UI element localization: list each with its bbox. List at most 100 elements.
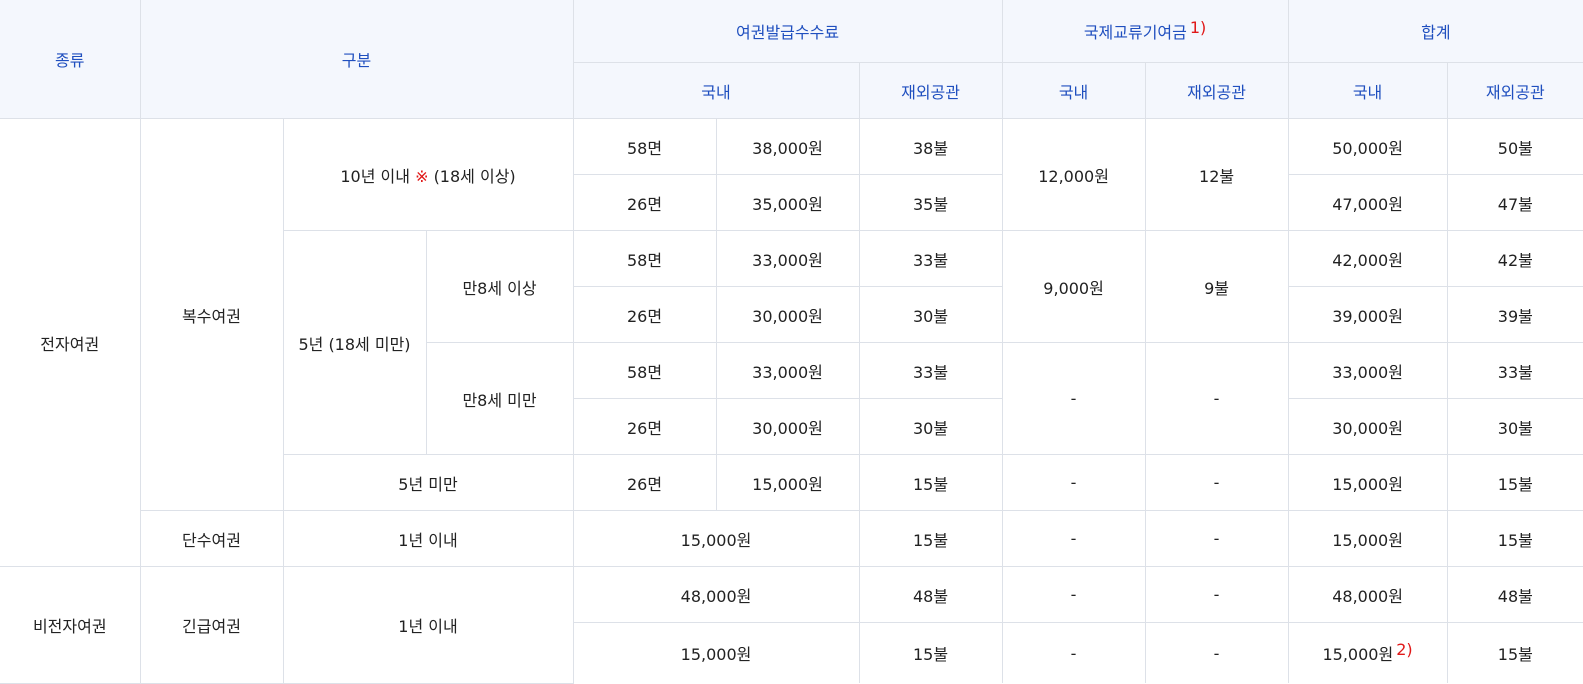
fee-domestic-cell: 15,000원: [572, 510, 860, 567]
fee-domestic-cell: 30,000원: [715, 286, 860, 343]
fee-overseas-cell: 38불: [858, 118, 1003, 175]
table-row: 15,000원 15불 - - 15,000원 2) 15불: [0, 622, 1583, 683]
total-overseas-cell: 42불: [1446, 230, 1583, 287]
validity-five-years: 5년 (18세 미만): [283, 230, 427, 455]
header-intl-fund-label: 국제교류기여금: [1083, 23, 1187, 42]
fee-overseas-cell: 15불: [858, 510, 1003, 567]
header-passport-fee: 여권발급수수료: [572, 0, 1003, 63]
total-overseas-cell: 15불: [1446, 510, 1583, 567]
kind-non-electronic: 비전자여권: [0, 566, 141, 684]
fund-domestic-cell: -: [1001, 510, 1146, 567]
total-domestic-cell: 15,000원: [1287, 454, 1448, 511]
table-row: 비전자여권 긴급여권 1년 이내 48,000원 48불 - - 48,000원…: [0, 566, 1583, 684]
fund-domestic-cell: -: [1001, 622, 1146, 683]
table-row: 5년 미만 26면 15,000원 15불 - - 15,000원 15불: [0, 454, 1583, 511]
header-fund-domestic: 국내: [1001, 62, 1146, 119]
fee-domestic-cell: 15,000원: [573, 622, 860, 683]
header-fee-domestic: 국내: [573, 62, 860, 119]
fee-overseas-cell: 15불: [858, 454, 1003, 511]
total-overseas-cell: 33불: [1446, 342, 1583, 399]
total-domestic-cell: 15,000원 2): [1287, 622, 1448, 683]
fund-domestic-cell: 12,000원: [1001, 118, 1146, 231]
fund-domestic-cell: 9,000원: [1001, 230, 1146, 343]
header-total-domestic: 국내: [1287, 62, 1448, 119]
fund-overseas-cell: -: [1144, 566, 1289, 623]
total-overseas-cell: 50불: [1446, 118, 1583, 175]
fee-domestic-cell: 38,000원: [715, 118, 860, 175]
validity-one-year-emergency: 1년 이내: [282, 566, 574, 684]
pages-cell: 58면: [572, 342, 717, 399]
kind-electronic: 전자여권: [0, 118, 141, 567]
footnote-2-marker: 2): [1396, 640, 1413, 659]
type-emergency: 긴급여권: [139, 566, 284, 684]
total-domestic-cell: 47,000원: [1287, 174, 1448, 231]
total-domestic-cell: 30,000원: [1287, 398, 1448, 455]
validity-ten-years: 10년 이내 ※ (18세 이상): [282, 118, 574, 231]
total-domestic-cell: 50,000원: [1287, 118, 1448, 175]
age-8-over: 만8세 이상: [425, 230, 574, 343]
fee-domestic-cell: 48,000원: [572, 566, 860, 623]
fee-domestic-cell: 33,000원: [715, 342, 860, 399]
age-8-under: 만8세 미만: [426, 342, 574, 455]
header-fund-overseas: 재외공관: [1144, 62, 1289, 119]
total-domestic-cell: 33,000원: [1287, 342, 1448, 399]
total-domestic-cell: 48,000원: [1287, 566, 1448, 623]
pages-cell: 26면: [573, 286, 717, 343]
header-kind: 종류: [0, 0, 141, 119]
fund-domestic-cell: -: [1001, 342, 1146, 455]
fee-overseas-cell: 33불: [858, 230, 1003, 287]
fee-domestic-cell: 15,000원: [715, 454, 860, 511]
fund-overseas-cell: -: [1144, 622, 1289, 683]
header-total: 합계: [1287, 0, 1583, 63]
total-overseas-cell: 15불: [1446, 622, 1583, 683]
fee-overseas-cell: 48불: [858, 566, 1003, 623]
validity-under-five: 5년 미만: [283, 454, 574, 511]
total-overseas-cell: 30불: [1446, 398, 1583, 455]
fee-domestic-cell: 33,000원: [715, 230, 860, 287]
fund-overseas-cell: -: [1144, 454, 1289, 511]
table-row: 26면 30,000원 30불 30,000원 30불: [0, 398, 1583, 455]
fund-overseas-cell: -: [1144, 342, 1289, 455]
total-overseas-cell: 48불: [1446, 566, 1583, 623]
header-total-overseas: 재외공관: [1446, 62, 1583, 119]
fee-overseas-cell: 30불: [858, 398, 1003, 455]
pages-cell: 58면: [572, 118, 717, 175]
fund-domestic-cell: -: [1001, 454, 1146, 511]
fee-overseas-cell: 15불: [858, 622, 1003, 683]
table-row: 단수여권 1년 이내 15,000원 15불 - - 15,000원 15불: [0, 510, 1583, 567]
table-row: 만8세 미만 58면 33,000원 33불 - - 33,000원 33불: [0, 342, 1583, 455]
footnote-1-marker: 1): [1189, 18, 1207, 37]
fund-overseas-cell: 9불: [1144, 230, 1289, 343]
fund-overseas-cell: 12불: [1144, 118, 1289, 231]
table-row: 5년 (18세 미만) 만8세 이상 58면 33,000원 33불 9,000…: [0, 230, 1583, 455]
total-domestic-cell: 42,000원: [1287, 230, 1448, 287]
fee-domestic-cell: 35,000원: [715, 174, 860, 231]
header-fee-overseas: 재외공관: [858, 62, 1003, 119]
pages-cell: 58면: [572, 230, 717, 287]
total-domestic-value: 15,000원: [1322, 645, 1394, 664]
type-single: 단수여권: [140, 510, 284, 567]
total-overseas-cell: 47불: [1446, 174, 1583, 231]
validity-one-year: 1년 이내: [282, 510, 574, 567]
reference-mark-icon: ※: [415, 166, 429, 186]
fee-overseas-cell: 33불: [858, 342, 1003, 399]
header-category: 구분: [139, 0, 574, 119]
fee-overseas-cell: 35불: [858, 174, 1003, 231]
fund-overseas-cell: -: [1144, 510, 1289, 567]
pages-cell: 26면: [573, 174, 717, 231]
fee-domestic-cell: 30,000원: [715, 398, 860, 455]
pages-cell: 26면: [573, 398, 717, 455]
total-overseas-cell: 15불: [1446, 454, 1583, 511]
total-overseas-cell: 39불: [1446, 286, 1583, 343]
validity-ten-years-label: 10년 이내: [340, 166, 410, 186]
total-domestic-cell: 39,000원: [1287, 286, 1448, 343]
table-row: 전자여권 복수여권 10년 이내 ※ (18세 이상) 58면 38,000원 …: [0, 118, 1583, 567]
fee-overseas-cell: 30불: [858, 286, 1003, 343]
total-domestic-cell: 15,000원: [1287, 510, 1448, 567]
validity-ten-years-age: (18세 이상): [433, 166, 516, 186]
pages-cell: 26면: [572, 454, 717, 511]
header-intl-fund: 국제교류기여금 1): [1001, 0, 1289, 63]
fund-domestic-cell: -: [1001, 566, 1146, 623]
type-multiple: 복수여권: [139, 118, 284, 511]
